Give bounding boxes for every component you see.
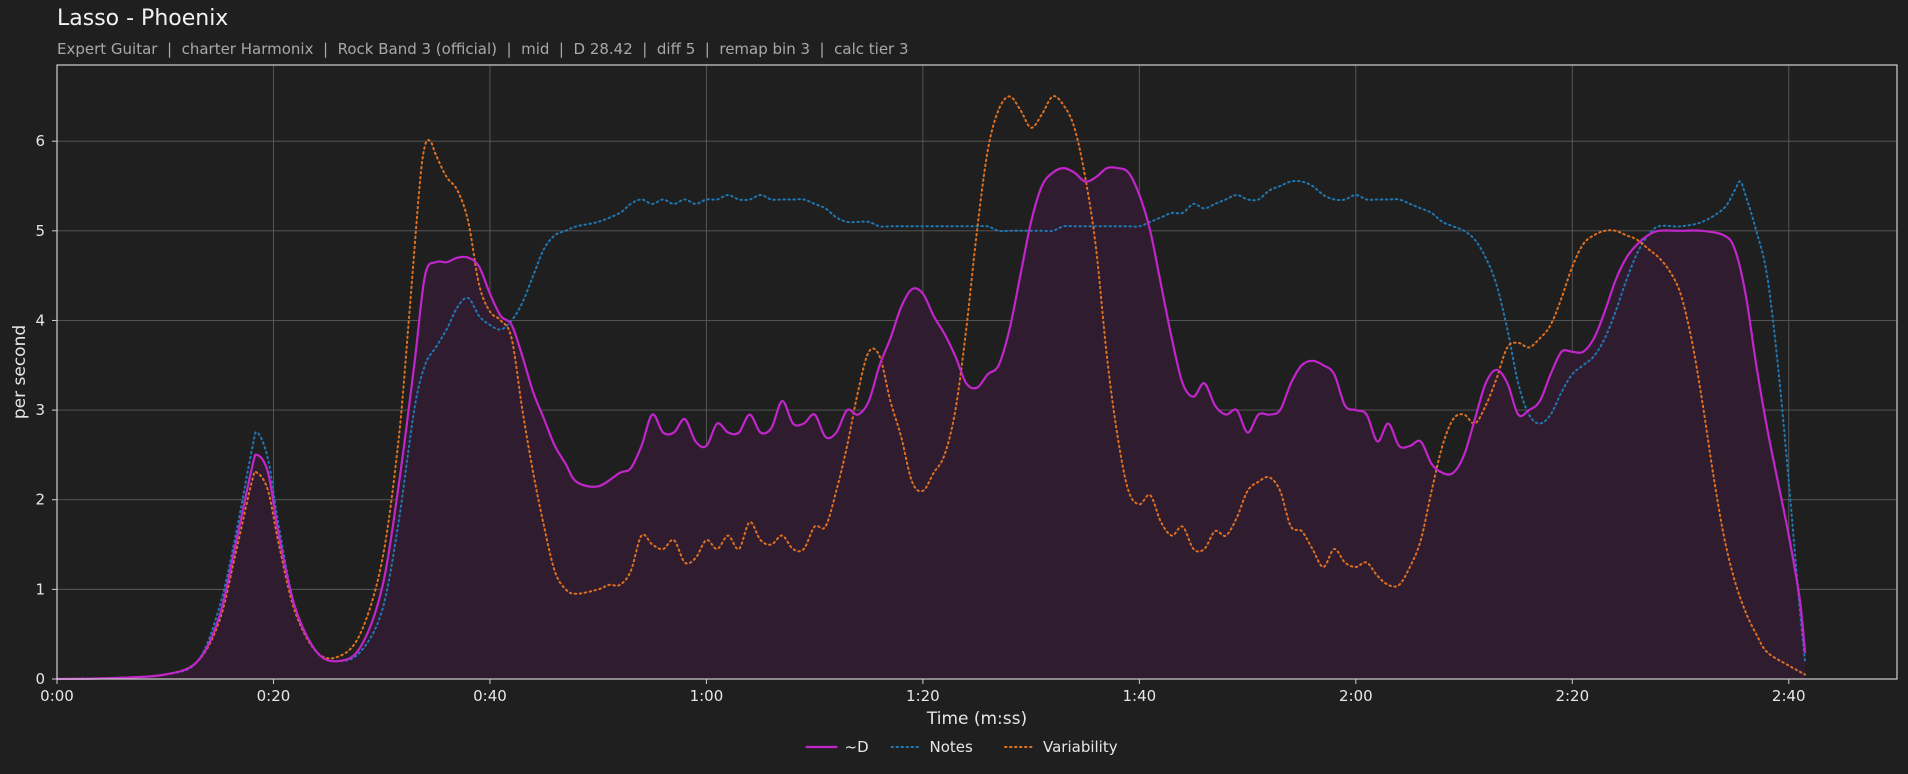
x-tick-label: 0:00 <box>40 687 74 705</box>
x-axis-label: Time (m:ss) <box>926 709 1027 729</box>
y-tick-label: 5 <box>35 222 45 240</box>
series-line <box>56 95 1806 680</box>
plot-frame <box>56 64 1898 680</box>
legend: ~D Notes Variability <box>805 738 1118 756</box>
area-fill <box>57 167 1805 679</box>
legend-label: ~D <box>845 738 869 756</box>
x-tick-label: 2:00 <box>1339 687 1373 705</box>
series-fill <box>57 167 1805 679</box>
y-tick-label: 3 <box>35 401 45 419</box>
y-tick-label: 2 <box>35 491 45 509</box>
x-tick-label: 1:20 <box>906 687 940 705</box>
chart-subtitle: Expert Guitar | charter Harmonix | Rock … <box>57 40 909 58</box>
ticks: 0:00 0:20 0:40 1:00 1:20 1:40 2:00 2:20 2:40 0 1 2 3… <box>35 132 1805 705</box>
y-tick-label: 0 <box>35 670 45 688</box>
x-tick-label: 1:00 <box>690 687 724 705</box>
x-tick-label: 0:40 <box>473 687 507 705</box>
y-axis-label: per second <box>10 325 30 419</box>
legend-label: Variability <box>1043 738 1118 756</box>
legend-label: Notes <box>930 738 974 756</box>
y-tick-label: 4 <box>35 311 45 329</box>
chart-title: Lasso - Phoenix <box>57 6 229 31</box>
x-tick-label: 1:40 <box>1123 687 1157 705</box>
y-tick-label: 6 <box>35 132 45 150</box>
y-tick-label: 1 <box>35 580 45 598</box>
series-lines <box>55 95 1807 681</box>
x-tick-label: 0:20 <box>257 687 291 705</box>
series-line <box>55 166 1807 681</box>
x-tick-label: 2:40 <box>1772 687 1806 705</box>
x-tick-label: 2:20 <box>1555 687 1589 705</box>
